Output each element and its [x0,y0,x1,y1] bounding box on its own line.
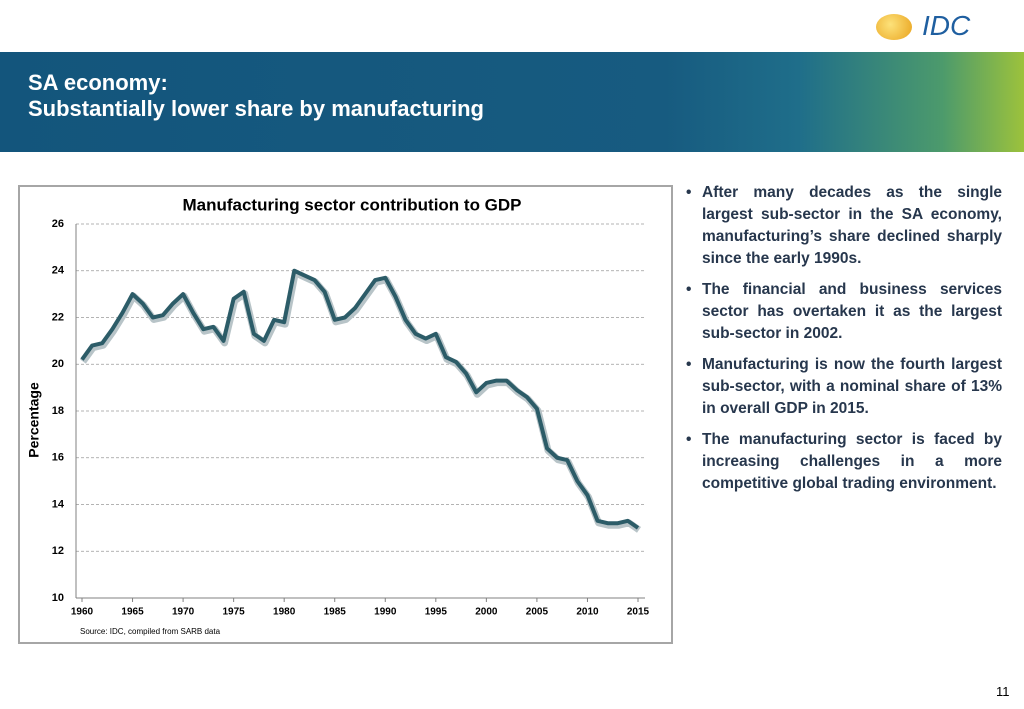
y-axis-label: Percentage [26,382,42,458]
header-band [0,52,1024,152]
logo-icon [876,14,912,40]
x-tick-label: 2015 [627,607,650,618]
x-tick-label: 1995 [425,607,448,618]
title-line: SA economy: [28,70,168,95]
x-tick-label: 1960 [71,607,94,618]
x-tick-label: 2010 [576,607,599,618]
y-tick-label: 18 [52,405,64,417]
y-tick-label: 14 [52,498,65,510]
chart-title: Manufacturing sector contribution to GDP [182,195,521,214]
y-tick-label: 20 [52,358,64,370]
x-tick-label: 1970 [172,607,195,618]
bullet: After many decades as the single largest… [684,182,1002,270]
bullet-list: After many decades as the single largest… [684,182,1002,504]
x-tick-label: 1990 [374,607,397,618]
y-tick-label: 24 [52,265,65,277]
x-tick-label: 1975 [223,607,246,618]
bullet: The manufacturing sector is faced by inc… [684,429,1002,495]
y-tick-label: 22 [52,311,64,323]
y-tick-label: 10 [52,592,64,604]
y-tick-label: 12 [52,545,64,557]
bullet: Manufacturing is now the fourth largest … [684,354,1002,420]
y-tick-label: 16 [52,452,64,464]
x-tick-label: 1965 [121,607,144,618]
bullet: The financial and business services sect… [684,279,1002,345]
y-tick-label: 26 [52,218,64,230]
x-tick-label: 1980 [273,607,296,618]
page-number: 11 [996,684,1010,699]
x-tick-label: 2005 [526,607,549,618]
source-note: Source: IDC, compiled from SARB data [80,627,221,636]
logo: IDC [922,10,971,41]
x-tick-label: 2000 [475,607,498,618]
x-tick-label: 1985 [324,607,347,618]
chart-frame [18,185,673,644]
chart: Manufacturing sector contribution to GDP… [26,195,650,636]
title-line: Substantially lower share by manufacturi… [28,96,484,121]
line [80,268,640,530]
